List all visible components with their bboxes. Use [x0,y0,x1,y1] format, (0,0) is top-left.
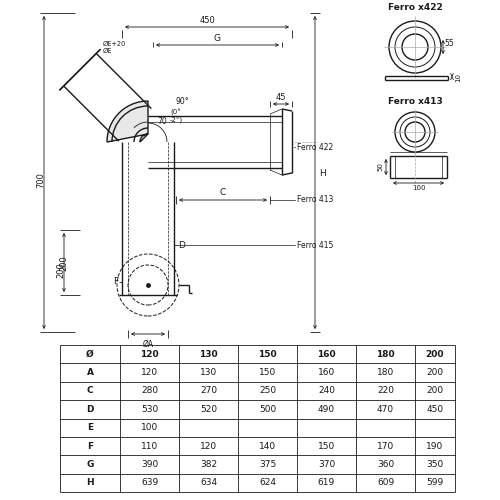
Text: (0°: (0° [170,108,181,116]
Text: 70: 70 [157,118,167,126]
Text: 90°: 90° [176,98,190,106]
Text: 240: 240 [318,386,335,396]
Text: 55: 55 [444,38,454,48]
Text: ØA: ØA [142,340,154,349]
Text: A: A [86,368,94,377]
Text: F: F [87,442,93,450]
Text: 619: 619 [318,478,335,488]
Text: 350: 350 [426,460,444,469]
Text: G: G [86,460,94,469]
Text: Ferro x413: Ferro x413 [388,98,442,106]
Text: 360: 360 [377,460,394,469]
Text: 10: 10 [455,74,461,82]
Text: 100: 100 [412,185,425,191]
Text: 624: 624 [259,478,276,488]
Text: 50: 50 [377,162,383,172]
Text: 390: 390 [141,460,158,469]
Text: 609: 609 [377,478,394,488]
Text: Ferro 415: Ferro 415 [297,240,334,250]
Text: 382: 382 [200,460,217,469]
Text: 370: 370 [318,460,335,469]
Text: ØE: ØE [102,48,112,54]
Text: 250: 250 [259,386,276,396]
Text: C: C [86,386,94,396]
Text: D: D [178,240,185,250]
Text: 150: 150 [258,350,277,358]
Text: 375: 375 [259,460,276,469]
Text: 180: 180 [376,350,395,358]
Text: 200: 200 [426,386,444,396]
Text: ØE+20: ØE+20 [102,41,126,47]
Text: G: G [214,34,221,43]
Text: D: D [86,405,94,414]
Text: 450: 450 [426,405,444,414]
Text: 599: 599 [426,478,444,488]
Text: Ø: Ø [86,350,94,358]
Text: 200: 200 [56,262,66,278]
Text: 160: 160 [318,368,335,377]
Text: 470: 470 [377,405,394,414]
Text: F: F [113,278,118,286]
Text: 200: 200 [60,255,68,271]
Text: E: E [87,423,93,432]
Text: 490: 490 [318,405,335,414]
Text: 200: 200 [426,368,444,377]
Text: 220: 220 [377,386,394,396]
Text: Ferro x422: Ferro x422 [388,4,442,13]
Text: 130: 130 [200,368,217,377]
Text: 45: 45 [276,93,286,102]
Text: 120: 120 [141,368,158,377]
Text: 120: 120 [200,442,217,450]
Text: -2°): -2°) [170,116,183,123]
Text: 500: 500 [259,405,276,414]
Text: 200: 200 [426,350,444,358]
Text: 170: 170 [377,442,394,450]
Text: 280: 280 [141,386,158,396]
Text: 150: 150 [318,442,335,450]
Text: 120: 120 [140,350,159,358]
Text: 270: 270 [200,386,217,396]
Text: 634: 634 [200,478,217,488]
Text: 639: 639 [141,478,158,488]
Text: 160: 160 [317,350,336,358]
Text: C: C [220,188,226,197]
Text: 190: 190 [426,442,444,450]
Text: 520: 520 [200,405,217,414]
Text: Ferro 413: Ferro 413 [297,196,334,204]
Text: 110: 110 [141,442,158,450]
Text: H: H [319,168,326,177]
Text: Ferro 422: Ferro 422 [297,142,333,152]
Text: 130: 130 [199,350,218,358]
Text: 140: 140 [259,442,276,450]
Text: 100: 100 [141,423,158,432]
Text: 700: 700 [36,172,46,188]
Text: 530: 530 [141,405,158,414]
Polygon shape [107,101,148,142]
Text: 150: 150 [259,368,276,377]
Text: 180: 180 [377,368,394,377]
Text: H: H [86,478,94,488]
Text: 450: 450 [199,16,215,25]
